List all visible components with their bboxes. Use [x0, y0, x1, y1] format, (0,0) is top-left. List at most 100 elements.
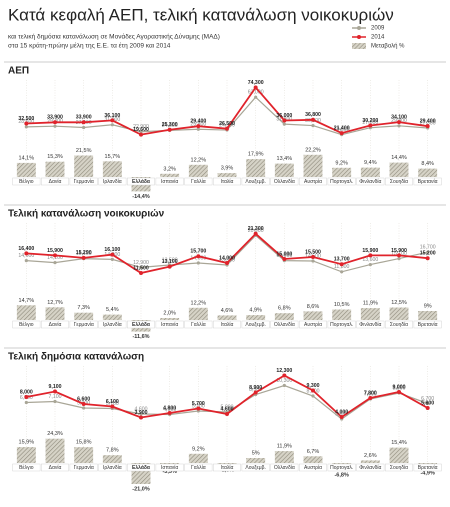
- value-label: 13,500: [219, 257, 235, 263]
- series-marker: [311, 394, 315, 398]
- series-marker: [81, 255, 86, 260]
- change-label: 22,2%: [305, 147, 321, 153]
- category-label: Αυστρία: [304, 179, 322, 185]
- series-marker: [167, 411, 172, 415]
- series-marker: [110, 404, 115, 409]
- value-label: 11,800: [334, 264, 350, 270]
- series-marker: [24, 125, 28, 129]
- category-label: Λουξεμβ.: [245, 322, 265, 328]
- category-label: Δανία: [49, 322, 62, 328]
- series-marker: [311, 388, 315, 393]
- value-label: 16,100: [104, 247, 120, 253]
- category-box: [41, 463, 69, 472]
- value-label: 8,900: [249, 385, 262, 391]
- category-box: [270, 177, 299, 186]
- value-label: 19,600: [133, 127, 149, 133]
- change-label: 14,1%: [19, 155, 35, 161]
- series-marker: [82, 406, 86, 410]
- series-marker: [53, 389, 57, 394]
- value-label: 33,900: [47, 115, 63, 121]
- series-marker: [397, 253, 401, 258]
- series-marker: [24, 121, 29, 126]
- value-label: 15,900: [362, 248, 378, 254]
- panel-title: Τελική κατανάλωση νοικοκυριών: [8, 209, 165, 220]
- legend-marker: [357, 26, 361, 30]
- series-marker: [253, 231, 258, 236]
- change-bar: [246, 458, 266, 463]
- legend: 2009 2014 Μεταβολή %: [352, 26, 405, 50]
- change-label: 12,2%: [191, 300, 207, 306]
- series-marker: [340, 270, 344, 274]
- category-label: Σουηδία: [390, 322, 408, 328]
- category-box: [69, 177, 98, 186]
- change-label: 15,3%: [47, 154, 63, 160]
- value-label: 14,100: [47, 255, 63, 261]
- category-box: [41, 320, 69, 329]
- series-marker: [254, 95, 258, 99]
- change-bar: [303, 154, 323, 177]
- series-marker: [425, 124, 430, 129]
- category-label: Πορτογαλ.: [330, 179, 353, 185]
- category-label: Ελλάδα: [132, 179, 151, 185]
- change-label: 3,2%: [163, 166, 176, 172]
- category-box: [213, 463, 241, 472]
- series-marker: [253, 390, 258, 395]
- change-bar: [16, 305, 36, 320]
- category-label: Ιρλανδία: [103, 465, 122, 471]
- series-marker: [425, 406, 430, 410]
- value-label: 63,000: [248, 90, 264, 96]
- value-label: 5,200: [192, 403, 205, 409]
- value-label: 5,700: [106, 401, 119, 407]
- change-bar: [418, 168, 438, 177]
- value-label: 3,900: [135, 410, 148, 416]
- category-label: Γερμανία: [74, 179, 94, 185]
- value-label: 20,900: [248, 228, 264, 234]
- change-label: 6,8%: [278, 306, 291, 312]
- series-marker: [397, 390, 401, 394]
- change-label: 5%: [252, 450, 260, 456]
- series-marker: [339, 131, 344, 136]
- series-marker: [139, 271, 143, 275]
- category-label: Γαλλία: [191, 322, 206, 328]
- value-label: 14,600: [276, 253, 292, 259]
- change-label: 4,9%: [249, 308, 262, 314]
- category-label: Φινλανδία: [359, 465, 381, 471]
- value-label: 4,600: [221, 406, 234, 412]
- value-label: 5,700: [192, 401, 205, 407]
- category-label: Βρετανία: [418, 322, 438, 328]
- category-label: Ιρλανδία: [103, 322, 122, 328]
- category-box: [356, 320, 385, 329]
- category-label: Δανία: [49, 465, 62, 471]
- change-label: 2,0%: [163, 310, 176, 316]
- series-marker: [282, 122, 286, 126]
- change-label: 11,9%: [277, 444, 292, 450]
- category-box: [98, 177, 127, 186]
- category-box: [385, 177, 413, 186]
- series-marker: [81, 120, 86, 125]
- change-label: 15,8%: [76, 440, 92, 446]
- category-label: Ισπανία: [161, 322, 178, 328]
- category-label: Πορτογαλ.: [330, 322, 353, 328]
- series-marker: [196, 406, 201, 411]
- value-label: 10,300: [276, 378, 292, 384]
- change-label: 7,3%: [77, 305, 90, 311]
- value-label: 11,500: [133, 265, 149, 271]
- series-marker: [24, 395, 29, 399]
- change-bar: [360, 460, 380, 463]
- category-label: Βρετανία: [418, 179, 438, 185]
- category-label: Φινλανδία: [359, 179, 381, 185]
- change-bar: [45, 161, 65, 177]
- series-marker: [339, 415, 344, 419]
- series-marker: [311, 117, 315, 122]
- change-bar: [16, 447, 36, 463]
- series-marker: [368, 396, 373, 400]
- value-label: 6,100: [106, 399, 119, 405]
- value-label: 4,500: [163, 407, 176, 413]
- page-title: Κατά κεφαλή ΑΕΠ, τελική κατανάλωση νοικο…: [8, 5, 394, 24]
- change-bar: [188, 164, 208, 177]
- value-label: 12,900: [133, 260, 149, 266]
- series-marker: [167, 264, 172, 269]
- category-box: [327, 463, 356, 472]
- value-label: 19,600: [334, 127, 350, 133]
- category-label: Φινλανδία: [359, 322, 381, 328]
